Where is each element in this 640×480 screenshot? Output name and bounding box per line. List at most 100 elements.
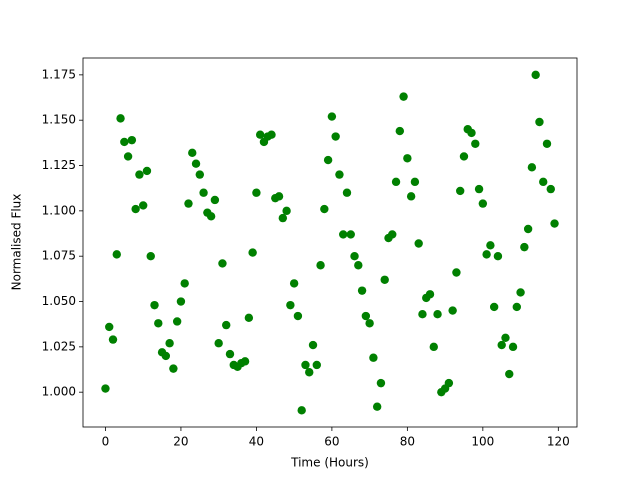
point <box>425 290 435 299</box>
point <box>184 199 193 208</box>
point <box>312 360 321 370</box>
point <box>308 340 318 350</box>
point <box>455 186 465 196</box>
x-tick-label: 0 <box>102 435 110 449</box>
point <box>339 230 348 239</box>
x-tick-label: 60 <box>324 435 339 449</box>
y-tick-label: 1.025 <box>42 339 76 353</box>
point <box>301 360 310 370</box>
point <box>135 170 144 179</box>
point <box>244 313 254 323</box>
y-tick-label: 1.000 <box>42 385 76 399</box>
point <box>372 402 382 411</box>
point <box>127 135 137 145</box>
point <box>346 230 355 239</box>
point <box>391 177 401 187</box>
point <box>101 384 110 393</box>
point <box>225 349 235 359</box>
point <box>252 188 261 197</box>
point <box>520 242 529 252</box>
point <box>539 177 548 187</box>
point <box>305 368 314 377</box>
point <box>542 139 552 148</box>
point <box>376 378 386 388</box>
point <box>105 322 114 332</box>
point <box>154 319 163 328</box>
point <box>282 206 291 216</box>
point <box>471 139 480 148</box>
point <box>512 302 522 312</box>
point <box>410 177 420 187</box>
point <box>323 155 333 165</box>
x-tick-label: 20 <box>173 435 188 449</box>
point <box>278 213 288 223</box>
x-axis-label: Time (Hours) <box>290 456 369 470</box>
point <box>380 275 389 284</box>
point <box>489 302 499 312</box>
point <box>131 204 140 214</box>
x-tick-label: 40 <box>249 435 264 449</box>
point <box>406 192 416 201</box>
point <box>550 219 559 228</box>
point <box>388 230 397 239</box>
point <box>486 241 495 250</box>
point <box>523 224 533 234</box>
point <box>508 342 518 352</box>
point <box>297 406 306 415</box>
point <box>350 251 359 261</box>
y-tick-label: 1.075 <box>42 249 76 263</box>
point <box>199 188 208 197</box>
point <box>120 137 129 147</box>
point <box>429 342 438 352</box>
point <box>354 261 363 270</box>
point <box>369 353 378 362</box>
y-axis-label: Normalised Flux <box>10 194 24 291</box>
y-tick-label: 1.150 <box>42 113 76 127</box>
point <box>176 297 186 306</box>
point <box>535 117 544 127</box>
point <box>161 351 171 361</box>
point <box>116 114 125 123</box>
point <box>531 70 540 80</box>
x-tick-label: 100 <box>471 435 494 449</box>
point <box>327 112 337 121</box>
point <box>274 192 284 201</box>
point <box>267 130 276 139</box>
point <box>214 339 223 348</box>
point <box>112 250 121 259</box>
point <box>516 288 525 297</box>
point <box>316 261 325 270</box>
point <box>433 310 442 319</box>
y-tick-label: 1.050 <box>42 294 76 308</box>
point <box>501 333 510 342</box>
point <box>320 204 329 214</box>
point <box>218 259 227 268</box>
point <box>505 369 514 379</box>
point <box>478 199 488 208</box>
plot-frame <box>82 57 578 428</box>
point <box>474 184 484 194</box>
point <box>248 248 257 257</box>
point <box>342 188 352 197</box>
point <box>497 340 506 350</box>
point <box>289 279 299 288</box>
point <box>482 250 491 259</box>
point <box>361 311 371 321</box>
point <box>467 128 476 138</box>
point <box>169 364 178 373</box>
point <box>459 152 469 161</box>
point <box>150 300 159 310</box>
y-tick-label: 1.100 <box>42 203 76 217</box>
point <box>546 184 555 194</box>
point <box>255 130 265 139</box>
point <box>146 251 155 261</box>
point <box>123 152 133 161</box>
point <box>240 357 250 366</box>
point <box>293 311 303 321</box>
point <box>335 170 344 179</box>
point <box>188 148 197 158</box>
point <box>448 306 457 315</box>
point <box>210 195 220 205</box>
point <box>286 300 295 310</box>
